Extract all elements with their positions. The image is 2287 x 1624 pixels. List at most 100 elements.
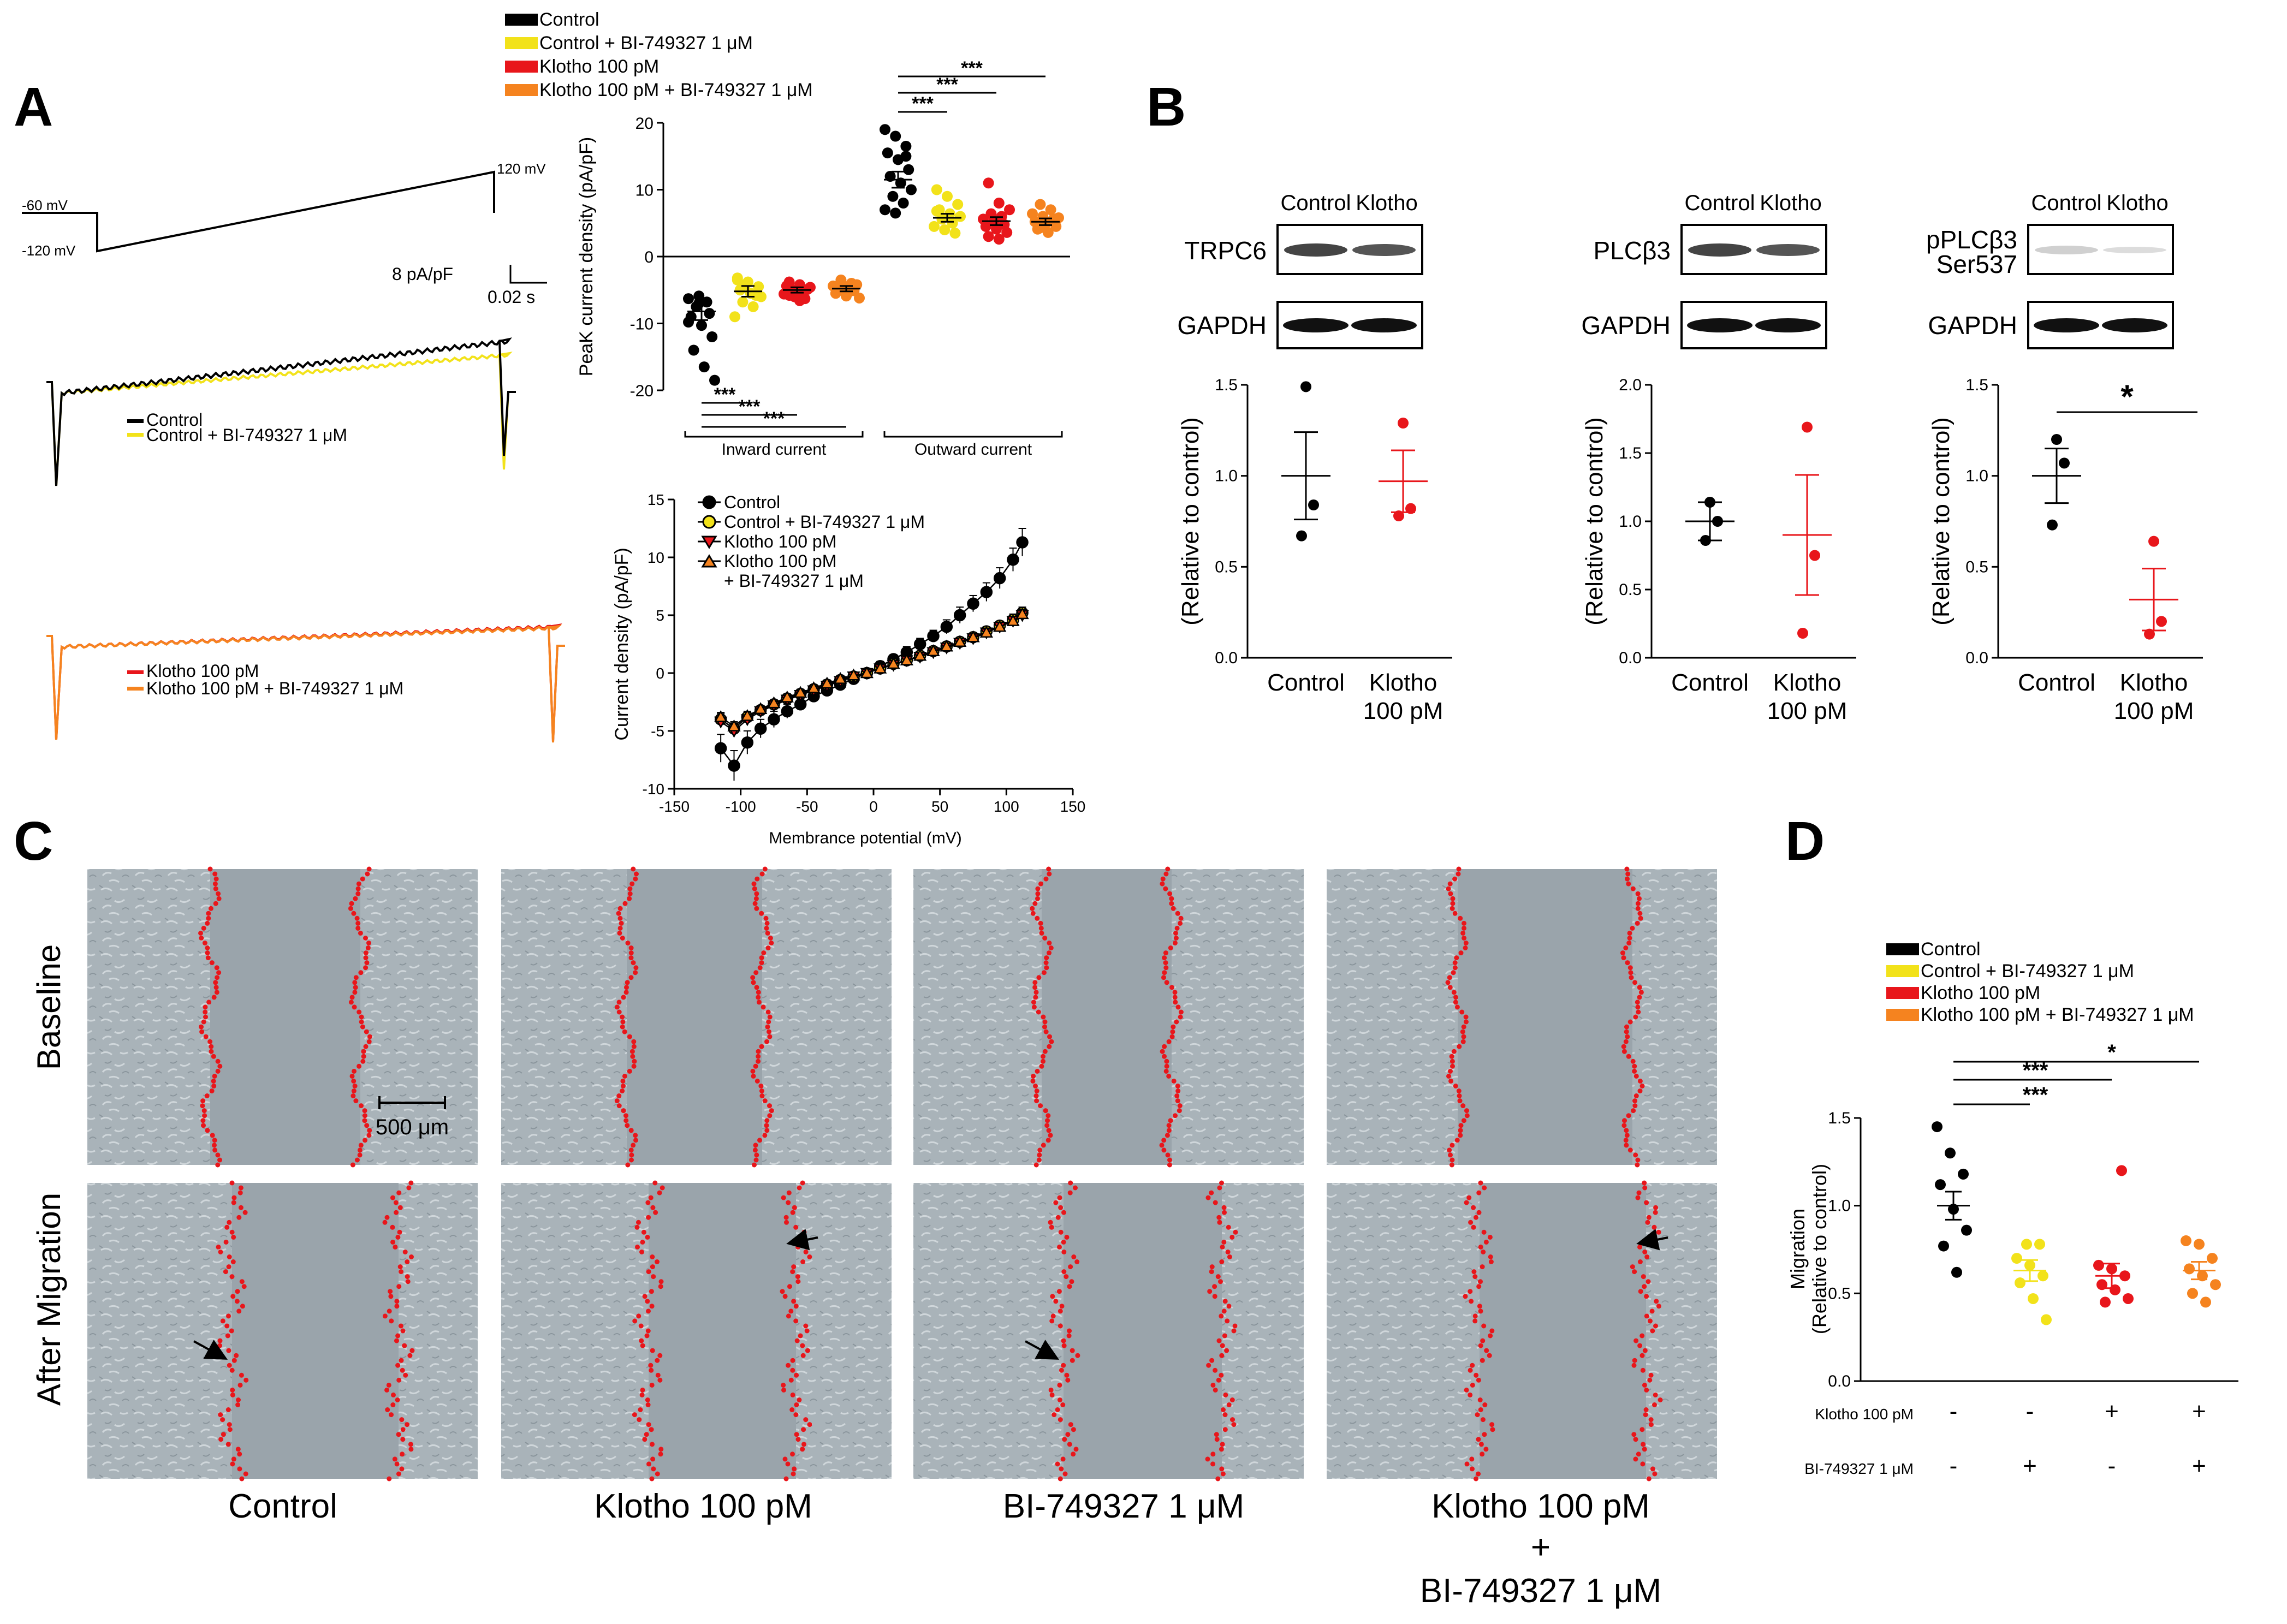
edge-dot	[1624, 1143, 1629, 1148]
data-point	[890, 207, 901, 219]
after-migration-image	[913, 1180, 1304, 1482]
edge-dot	[1653, 1210, 1658, 1215]
edge-dot	[357, 1152, 363, 1158]
y-tick-label: 1.0	[1215, 467, 1238, 485]
edge-dot	[211, 1078, 216, 1084]
edge-dot	[1035, 886, 1041, 891]
data-point	[993, 234, 1005, 245]
baseline-image	[87, 866, 478, 1168]
blot-column-label: Klotho	[1760, 191, 1821, 215]
edge-dot	[1648, 1422, 1654, 1427]
blot-column-label: Control	[2031, 191, 2102, 215]
data-point	[979, 626, 993, 638]
edge-dot	[631, 1063, 637, 1069]
data-point	[1006, 614, 1020, 626]
edge-dot	[1488, 1333, 1493, 1339]
edge-dot	[1621, 1049, 1627, 1054]
edge-dot	[1167, 1162, 1172, 1168]
edge-dot	[1624, 1024, 1629, 1030]
edge-dot	[1630, 1058, 1636, 1064]
edge-dot	[1456, 1088, 1462, 1093]
y-tick-label: 10	[648, 549, 664, 566]
edge-dot	[409, 1254, 414, 1259]
edge-dot	[803, 1250, 809, 1254]
edge-dot	[1069, 1279, 1074, 1284]
legend-swatch	[505, 14, 538, 26]
edge-dot	[644, 1333, 650, 1339]
blot-band	[2034, 318, 2099, 332]
edge-dot	[1462, 920, 1466, 926]
data-point	[983, 231, 994, 242]
edge-dot	[759, 911, 764, 916]
edge-dot	[1033, 1084, 1038, 1088]
edge-dot	[1468, 1289, 1473, 1294]
edge-dot	[1636, 1190, 1642, 1195]
edge-dot	[355, 920, 361, 926]
edge-dot	[1658, 1397, 1663, 1402]
edge-dot	[756, 1049, 761, 1054]
edge-dot	[1648, 1318, 1653, 1324]
edge-dot	[1169, 901, 1174, 906]
edge-dot	[623, 1113, 628, 1119]
edge-dot	[366, 941, 371, 945]
edge-dot	[1175, 1084, 1180, 1088]
edge-dot	[1205, 1456, 1210, 1462]
edge-dot	[206, 911, 211, 916]
after-migration-image	[1327, 1180, 1717, 1482]
data-point	[966, 630, 980, 643]
significance-label: ***	[936, 74, 958, 95]
edge-dot	[1031, 1000, 1036, 1005]
data-point	[2093, 1259, 2104, 1271]
protocol-trace	[22, 170, 495, 253]
data-point	[993, 620, 1007, 632]
edge-dot	[1060, 1456, 1066, 1462]
data-point	[781, 280, 792, 292]
data-point	[1935, 1179, 1946, 1191]
edge-dot	[1232, 1323, 1238, 1329]
edge-dot	[621, 1084, 626, 1088]
edge-dot	[793, 1318, 799, 1324]
edge-dot	[766, 1019, 771, 1025]
edge-dot	[1057, 1397, 1062, 1402]
edge-dot	[1482, 1402, 1488, 1407]
edge-dot	[217, 1338, 223, 1343]
edge-dot	[1070, 1358, 1075, 1363]
edge-dot	[1231, 1422, 1237, 1427]
edge-dot	[1642, 1250, 1648, 1254]
edge-dot	[1175, 1098, 1180, 1104]
edge-dot	[213, 886, 218, 891]
column-label-combo-line1: Klotho 100 pM	[1431, 1488, 1650, 1525]
edge-dot	[616, 1000, 622, 1005]
y-axis-label-line1: Migration	[1786, 1209, 1809, 1289]
edge-dot	[751, 980, 756, 985]
edge-dot	[208, 906, 213, 911]
data-point	[1704, 497, 1715, 508]
edge-dot	[199, 1024, 204, 1030]
blot-band	[2035, 246, 2098, 254]
data-point	[2181, 1235, 2191, 1246]
x-category-label: Control	[1267, 669, 1345, 696]
edge-dot	[1067, 1442, 1072, 1447]
edge-dot	[800, 1180, 805, 1186]
edge-dot	[767, 1103, 772, 1109]
data-point	[2194, 1239, 2205, 1250]
edge-dot	[1458, 915, 1463, 921]
edge-dot	[348, 1000, 354, 1005]
edge-dot	[399, 1417, 405, 1423]
wound-gap	[1458, 869, 1632, 1165]
data-point	[931, 184, 942, 195]
blot-plcb3: Control KlothoPLCβ3GAPDH0.00.51.01.52.0(R…	[1581, 191, 1856, 724]
edge-dot	[1172, 995, 1178, 1000]
trace-control	[46, 337, 516, 486]
edge-dot	[1626, 881, 1631, 887]
edge-dot	[1058, 1205, 1064, 1210]
edge-dot	[395, 1333, 401, 1339]
data-point	[729, 311, 740, 323]
edge-dot	[655, 1372, 661, 1378]
edge-dot	[1169, 896, 1174, 901]
edge-dot	[641, 1229, 646, 1235]
edge-dot	[753, 1157, 759, 1163]
edge-dot	[199, 936, 204, 941]
panel-label-b: B	[1147, 76, 1186, 138]
edge-dot	[1488, 1254, 1493, 1259]
